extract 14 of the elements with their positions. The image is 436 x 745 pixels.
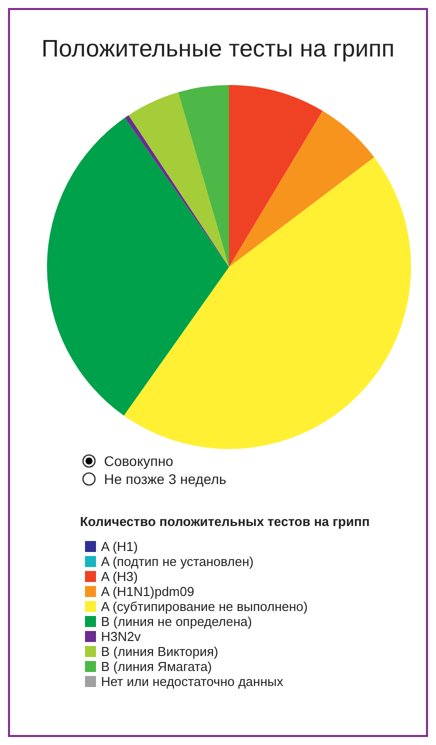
text: Совокупно	[104, 453, 174, 469]
legend-label: B (линия Ямагата)	[101, 659, 212, 674]
legend-label: A (H3)	[101, 569, 138, 584]
legend-label: A (подтип не установлен)	[101, 554, 254, 569]
legend-label: B (линия не определена)	[101, 614, 252, 629]
legend-label: H3N2v	[101, 629, 142, 644]
legend-label: A (H1N1)pdm09	[101, 584, 194, 599]
legend-label: Нет или недостаточно данных	[101, 674, 284, 689]
legend-title: Количество положительных тестов на грипп	[80, 514, 370, 529]
legend-label: A (H1)	[101, 539, 138, 554]
text: Не позже 3 недель	[104, 471, 226, 487]
chart-title: Положительные тесты на грипп	[42, 36, 394, 62]
legend-label: B (линия Виктория)	[101, 644, 218, 659]
legend-label: A (субтипирование не выполнено)	[101, 599, 308, 614]
